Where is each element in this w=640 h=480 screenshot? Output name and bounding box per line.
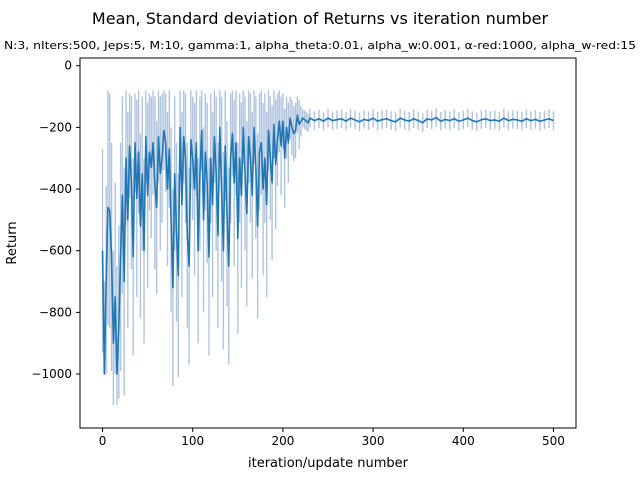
y-tick-label: −400 bbox=[39, 182, 72, 196]
chart-title: Mean, Standard deviation of Returns vs i… bbox=[92, 9, 549, 28]
x-tick-label: 100 bbox=[181, 434, 204, 448]
x-axis-label: iteration/update number bbox=[248, 456, 409, 471]
x-tick-label: 300 bbox=[362, 434, 385, 448]
y-tick-label: −1000 bbox=[31, 367, 72, 381]
x-tick-label: 500 bbox=[542, 434, 565, 448]
y-tick-label: −800 bbox=[39, 305, 72, 319]
x-axis: 0 100 200 300 400 500 bbox=[99, 428, 565, 448]
x-tick-label: 400 bbox=[452, 434, 475, 448]
mean-line-group bbox=[101, 114, 554, 375]
x-tick-label: 200 bbox=[271, 434, 294, 448]
y-tick-label: 0 bbox=[64, 59, 72, 73]
y-tick-label: −200 bbox=[39, 120, 72, 134]
chart-subtitle: N:3, nIters:500, Jeps:5, M:10, gamma:1, … bbox=[4, 39, 636, 52]
y-axis: 0 −200 −400 −600 −800 −1000 bbox=[31, 59, 80, 381]
y-axis-label: Return bbox=[5, 221, 20, 264]
x-tick-label: 0 bbox=[99, 434, 107, 448]
y-tick-label: −600 bbox=[39, 244, 72, 258]
plot-frame bbox=[79, 57, 577, 429]
mean-series-line bbox=[101, 114, 554, 375]
